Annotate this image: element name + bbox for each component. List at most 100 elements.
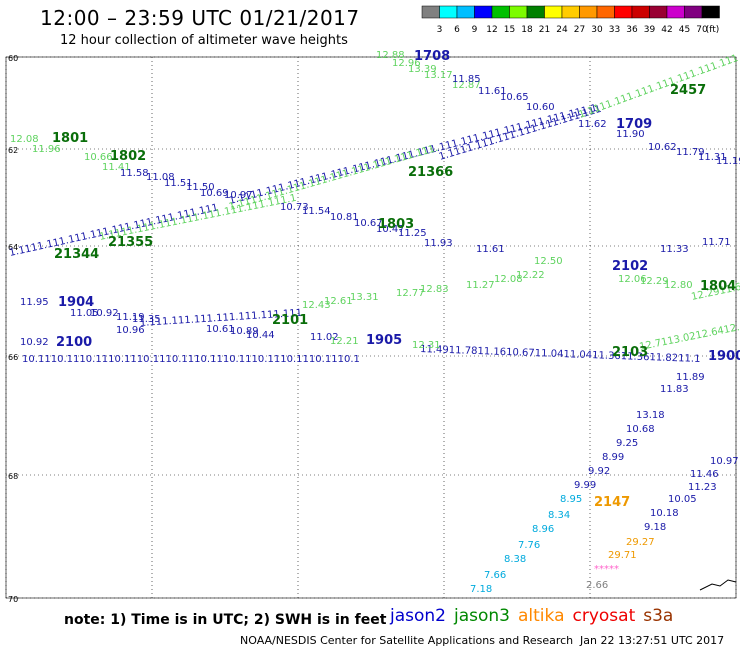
dense-track-labels: 1.1111.111.111.111.111.111.111.111.111.1… xyxy=(0,0,603,163)
wave-height-value: 11.79 xyxy=(676,147,705,158)
pass-id-label: 21366 xyxy=(408,165,453,180)
pass-id-label: 1905 xyxy=(366,333,402,348)
wave-height-value: 7.76 xyxy=(518,540,540,551)
wave-height-value: 10.92 xyxy=(90,308,119,319)
wave-height-value: 11.05 xyxy=(70,308,99,319)
wave-height-value: 12.29 xyxy=(640,276,669,287)
wave-height-value: 9.25 xyxy=(616,438,638,449)
pass-id-label: 21355 xyxy=(108,235,153,250)
scale-tick-label: 42 xyxy=(661,25,672,35)
pass-id-label: 2100 xyxy=(56,335,92,350)
wave-height-value: 11.50 xyxy=(186,182,215,193)
wave-height-value: 8.99 xyxy=(602,452,624,463)
pass-id-label: 1804 xyxy=(700,279,736,294)
wave-height-value: 11.23 xyxy=(688,482,717,493)
wave-height-value: 12.88 xyxy=(376,50,405,61)
wave-height-value: 29.71 xyxy=(608,550,637,561)
lat-label: 70 xyxy=(8,595,18,604)
lat-label: 64 xyxy=(8,243,18,252)
wave-height-value: 10.61 xyxy=(206,324,235,335)
wave-height-value: 12.96 xyxy=(392,58,421,69)
wave-height-value: 12.87 xyxy=(452,80,481,91)
wave-height-value: 11.19 xyxy=(116,312,145,323)
scale-unit-label: (ft) xyxy=(706,25,720,35)
wave-height-value: 9.18 xyxy=(644,522,666,533)
lat-label: 60 xyxy=(8,54,18,63)
scale-tick-label: 18 xyxy=(521,25,533,35)
wave-height-value: 10.60 xyxy=(526,102,555,113)
wave-height-map: 606264666870-90-87-84-81-78-751.1111.111… xyxy=(0,0,740,604)
scale-tick-label: 36 xyxy=(626,25,638,35)
dense-track-labels: 1.111.111.111.111.111.111.111.111.111.11… xyxy=(0,0,302,329)
scale-tick-label: 24 xyxy=(556,25,568,35)
lat-label: 68 xyxy=(8,472,18,481)
credit-text: NOAA/NESDIS Center for Satellite Applica… xyxy=(240,634,574,647)
dense-track-labels: 1.1111.111.111.111.111.111.111.111.111.1… xyxy=(0,0,740,121)
wave-height-value: 11.85 xyxy=(452,74,481,85)
wave-height-value: 11.71 xyxy=(702,237,731,248)
wave-height-value: 11.31 xyxy=(698,152,727,163)
wave-height-value: 9.99 xyxy=(574,480,596,491)
wave-height-value: 11.08 xyxy=(146,172,175,183)
satellite-jason2: jason2 xyxy=(390,606,446,626)
dense-track-labels: 1.1111.111.111.111.111.111.111.111.111.1… xyxy=(0,0,439,213)
wave-height-value: 10.47 xyxy=(376,224,405,235)
wave-height-value: 8.38 xyxy=(504,554,526,565)
wave-height-value: 29.27 xyxy=(626,537,655,548)
wave-height-value: 11.02 xyxy=(310,332,339,343)
page-subtitle: 12 hour collection of altimeter wave hei… xyxy=(60,33,348,48)
coastline xyxy=(699,579,737,591)
satellite-cryosat: cryosat xyxy=(572,606,636,626)
footer-note: note: 1) Time is in UTC; 2) SWH is in fe… xyxy=(64,612,387,628)
wave-height-value: 11.33 xyxy=(660,244,689,255)
scale-tick-label: 30 xyxy=(591,25,603,35)
scale-tick-label: 15 xyxy=(504,25,515,35)
satellite-legend: jason2 jason3 altika cryosat s3a xyxy=(390,606,681,626)
wave-height-value: 12.77 xyxy=(396,288,425,299)
wave-height-value: 12.22 xyxy=(516,270,545,281)
wave-height-value: 10.66 xyxy=(84,152,113,163)
wave-height-value: 12.43 xyxy=(302,300,331,311)
wave-height-value: 10.62 xyxy=(648,142,677,153)
scale-tick-label: 45 xyxy=(679,25,690,35)
pass-id-label: 1708 xyxy=(414,49,450,64)
scale-tick-label: 9 xyxy=(472,25,478,35)
timestamp-text: Jan 22 13:27:51 UTC 2017 xyxy=(580,634,725,647)
wave-height-value: 13.17 xyxy=(424,70,453,81)
wave-height-value: 10.89 xyxy=(230,326,259,337)
wave-height-value: 11.96 xyxy=(32,144,61,155)
lat-label: 62 xyxy=(8,146,18,155)
pass-id-label: 2147 xyxy=(594,495,630,510)
wave-height-value: 11.89 xyxy=(676,372,705,383)
wave-height-value: 10.97 xyxy=(224,190,253,201)
page-title: 12:00 – 23:59 UTC 01/21/2017 xyxy=(40,6,360,30)
satellite-jason3: jason3 xyxy=(454,606,510,626)
dense-track-labels: 1.1111.111.111.111.111.111.111.111.111.1… xyxy=(0,0,598,207)
wave-height-value: 13.31 xyxy=(350,292,379,303)
wave-height-value: 13.18 xyxy=(636,410,665,421)
wave-height-value: 10.65 xyxy=(500,92,529,103)
wave-height-value: 10.69 xyxy=(200,188,229,199)
pass-id-label: 1709 xyxy=(616,117,652,132)
wave-height-value: 10.44 xyxy=(246,330,275,341)
wave-height-value: 10.97 xyxy=(710,456,739,467)
satellite-altika: altika xyxy=(518,606,565,626)
pass-id-label: 1904 xyxy=(58,295,94,310)
wave-height-value: 10.92 xyxy=(20,337,49,348)
wave-height-value: 12.83 xyxy=(420,284,449,295)
scale-tick-label: 3 xyxy=(437,25,443,35)
wave-height-value: 10.68 xyxy=(626,424,655,435)
lat-label: 66 xyxy=(8,353,18,362)
wave-height-value: 7.18 xyxy=(470,584,492,595)
scale-tick-label: 6 xyxy=(454,25,460,35)
dense-track-labels: 1.1111.111.111.111.111.111.111.111.111.1… xyxy=(0,0,298,243)
wave-height-value: 12.50 xyxy=(534,256,563,267)
wave-height-value: 11.46 xyxy=(690,469,719,480)
wave-height-value: 11.35 xyxy=(132,314,161,325)
wave-height-value: 8.95 xyxy=(560,494,582,505)
pass-id-label: 1900 xyxy=(708,349,740,364)
scale-tick-label: 33 xyxy=(609,25,620,35)
pass-id-label: 2103 xyxy=(612,345,648,360)
wave-height-value: 7.66 xyxy=(484,570,506,581)
wave-height-value: ***** xyxy=(594,564,619,575)
